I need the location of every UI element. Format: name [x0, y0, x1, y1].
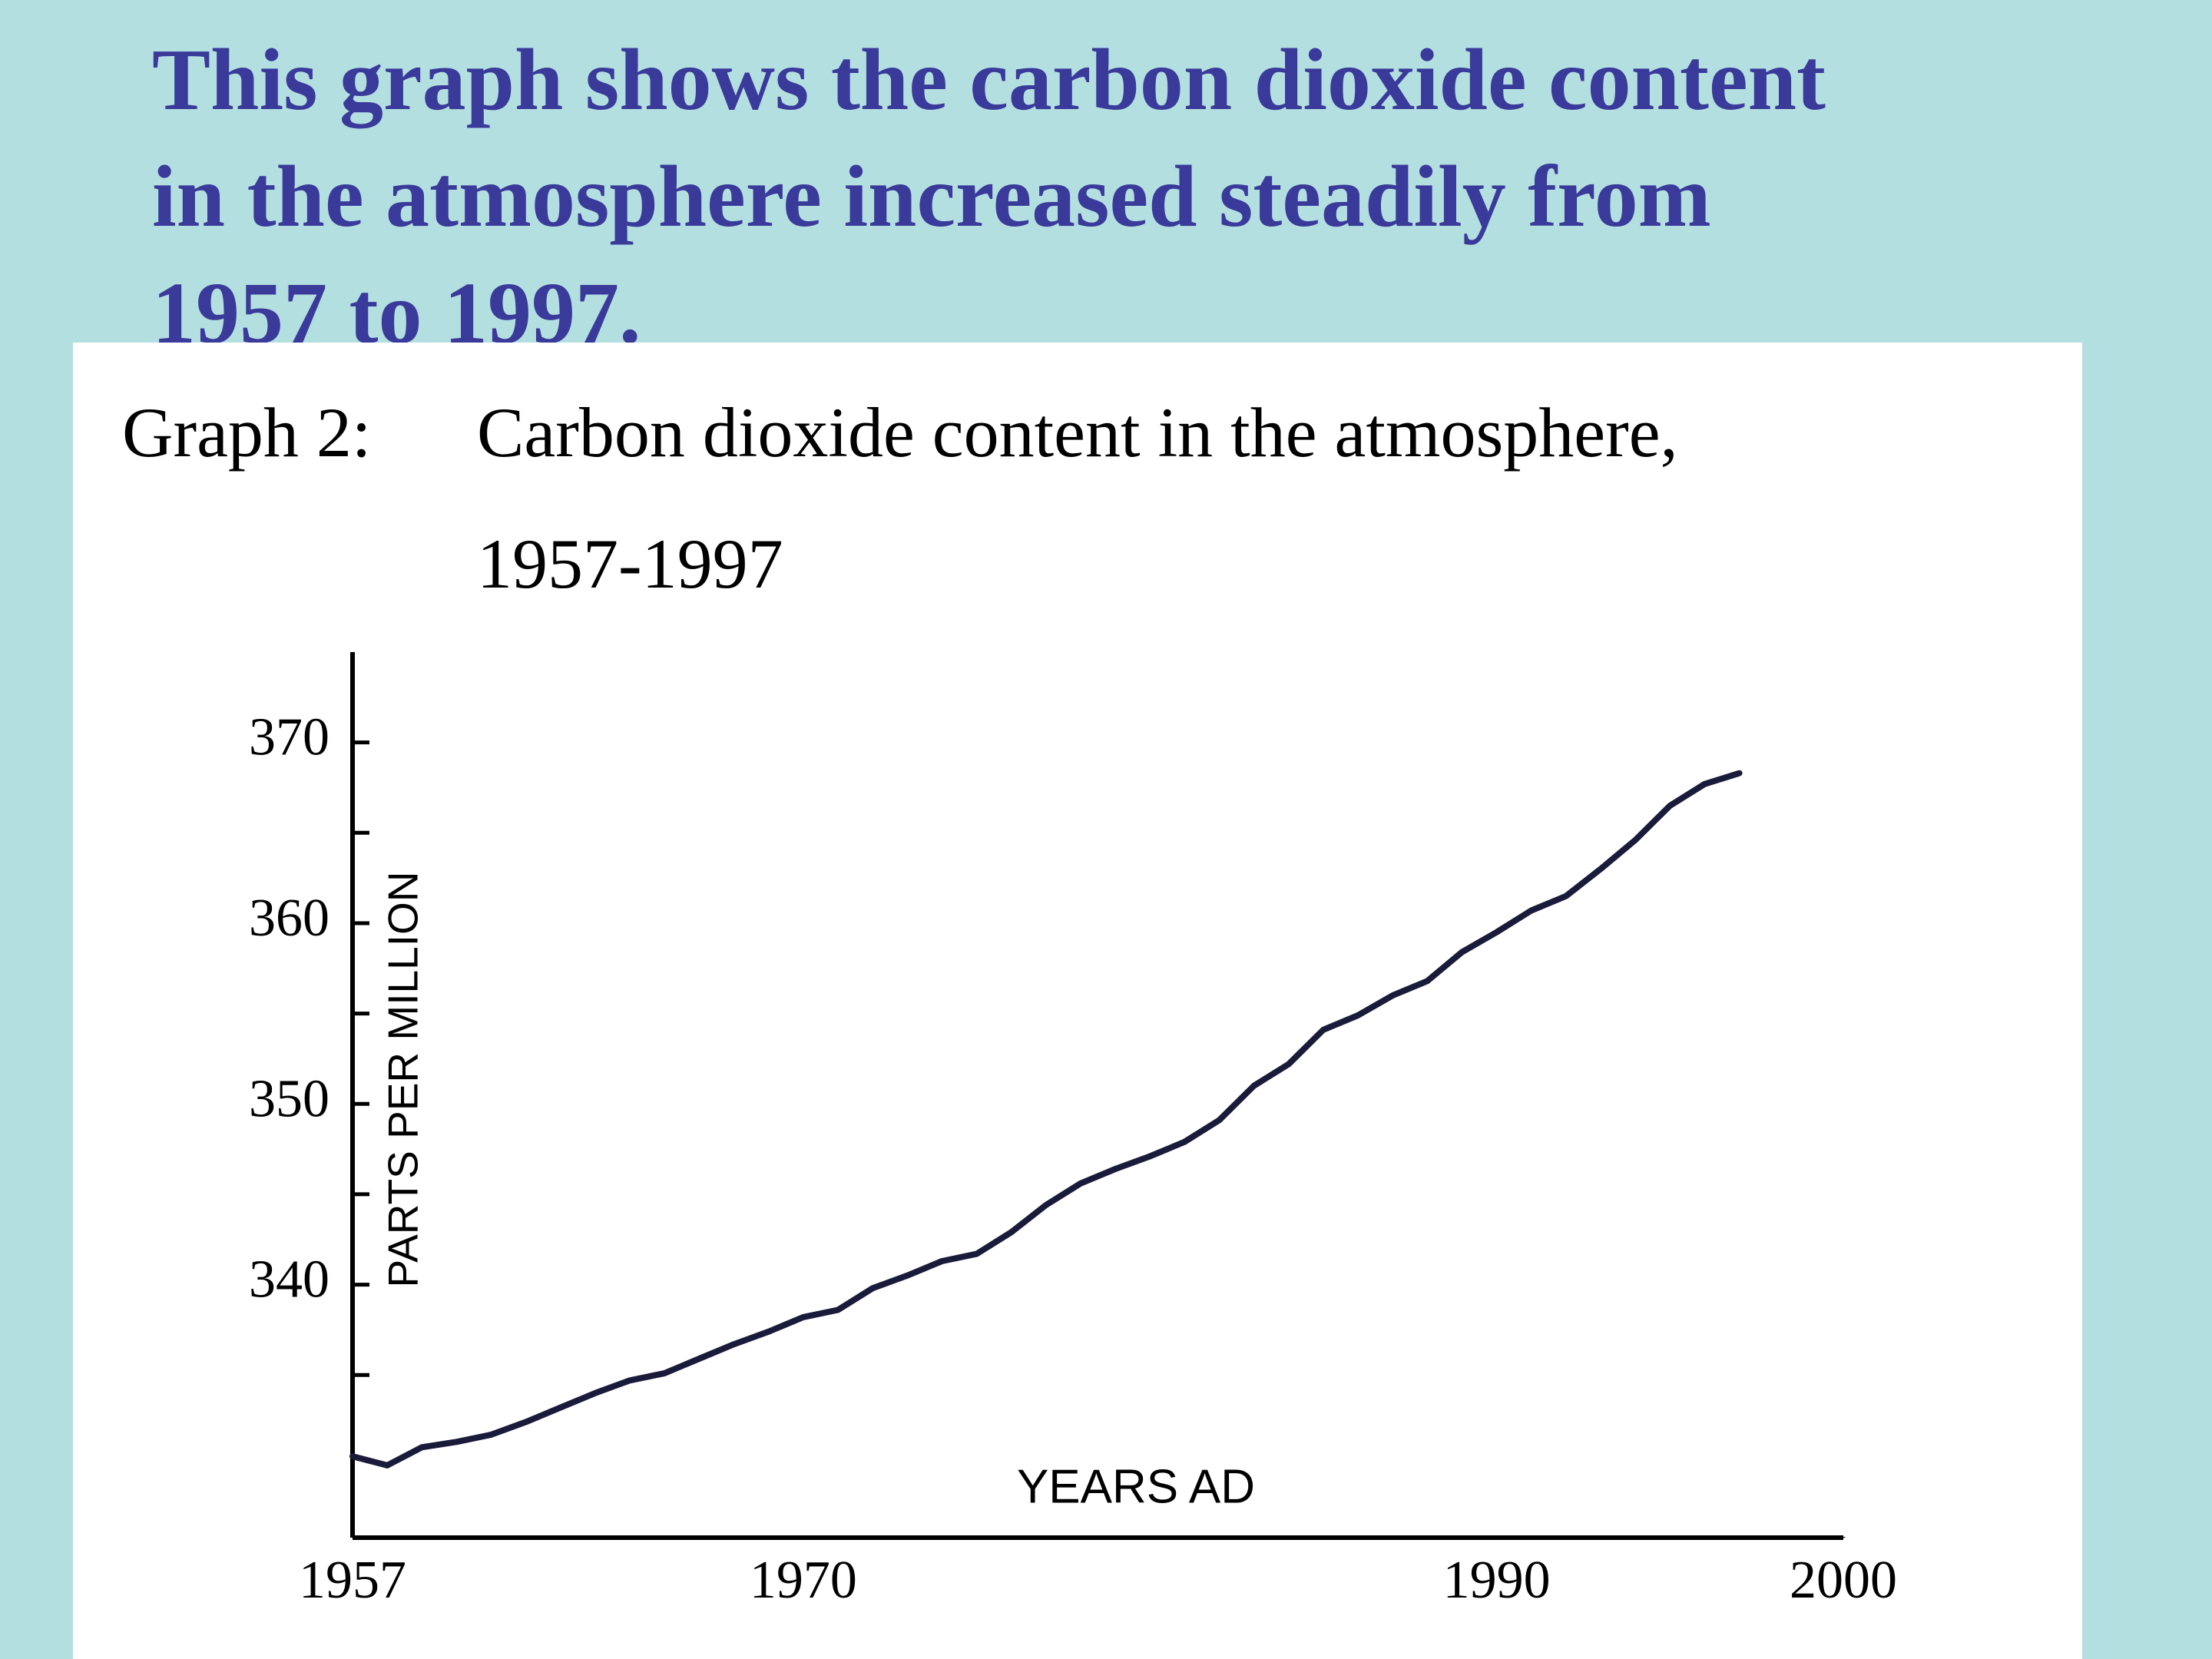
chart-title: 1957-1997 [477, 525, 783, 603]
chart-title: Carbon dioxide content in the atmosphere… [477, 393, 1678, 472]
x-tick-label: 1957 [299, 1551, 406, 1610]
chart-title-prefix: Graph 2: [122, 393, 371, 472]
y-tick-label: 350 [249, 1069, 329, 1128]
heading-line: This graph shows the carbon dioxide cont… [152, 31, 1826, 128]
y-tick-label: 370 [249, 708, 329, 767]
x-tick-label: 1970 [750, 1551, 857, 1610]
y-tick-label: 360 [249, 889, 329, 948]
heading-line: in the atmosphere increased steadily fro… [152, 147, 1711, 245]
x-tick-label: 1990 [1443, 1551, 1551, 1610]
y-axis-label: PARTS PER MILLION [379, 872, 427, 1288]
x-tick-label: 2000 [1790, 1551, 1897, 1610]
data-line [349, 770, 1743, 1469]
y-tick-label: 340 [249, 1250, 329, 1310]
chart: Graph 2: Carbon dioxide content in the a… [73, 343, 2082, 1659]
chart-panel [73, 343, 2082, 1659]
x-axis-label: YEARS AD [1017, 1460, 1255, 1513]
heading: This graph shows the carbon dioxide cont… [152, 22, 1826, 372]
